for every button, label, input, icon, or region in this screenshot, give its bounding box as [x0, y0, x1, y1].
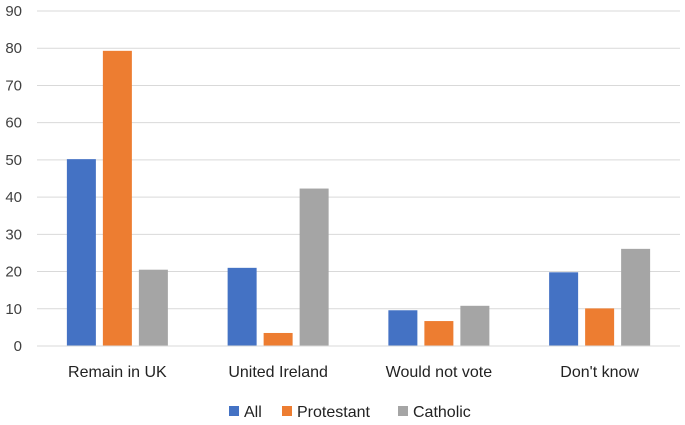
bar-all [549, 272, 579, 346]
legend: All Protestant Catholic [229, 404, 471, 421]
y-tick-label: 0 [14, 338, 22, 355]
y-tick-label: 30 [5, 226, 22, 243]
bar-catholic [460, 305, 490, 346]
legend-label-catholic: Catholic [413, 404, 471, 421]
bar-all [227, 267, 257, 346]
bar-protestant [263, 332, 293, 346]
bar-all [66, 159, 96, 346]
y-tick-label: 70 [5, 77, 22, 94]
bar-catholic [138, 269, 168, 346]
bar-catholic [621, 248, 651, 346]
y-tick-label: 20 [5, 264, 22, 281]
legend-swatch-all [229, 406, 239, 416]
legend-swatch-catholic [398, 406, 408, 416]
legend-label-protestant: Protestant [297, 404, 370, 421]
category-label: Don't know [560, 364, 639, 381]
category-labels: Remain in UK United Ireland Would not vote… [68, 364, 639, 381]
gridlines [37, 10, 680, 310]
y-tick-label: 50 [5, 152, 22, 169]
category-label: Would not vote [386, 364, 493, 381]
bar-protestant [102, 50, 132, 346]
y-tick-label: 90 [5, 3, 22, 20]
bar-protestant [424, 321, 454, 346]
y-tick-label: 40 [5, 189, 22, 206]
bars [66, 50, 651, 346]
bar-protestant [585, 308, 615, 346]
y-tick-label: 80 [5, 40, 22, 57]
category-label: Remain in UK [68, 364, 167, 381]
legend-swatch-protestant [282, 406, 292, 416]
bar-all [388, 310, 418, 346]
bar-catholic [299, 188, 329, 346]
y-tick-label: 60 [5, 115, 22, 132]
legend-label-all: All [244, 404, 262, 421]
category-label: United Ireland [228, 364, 328, 381]
y-axis-ticks: 0 10 20 30 40 50 60 70 80 90 [5, 3, 22, 355]
y-tick-label: 10 [5, 301, 22, 318]
